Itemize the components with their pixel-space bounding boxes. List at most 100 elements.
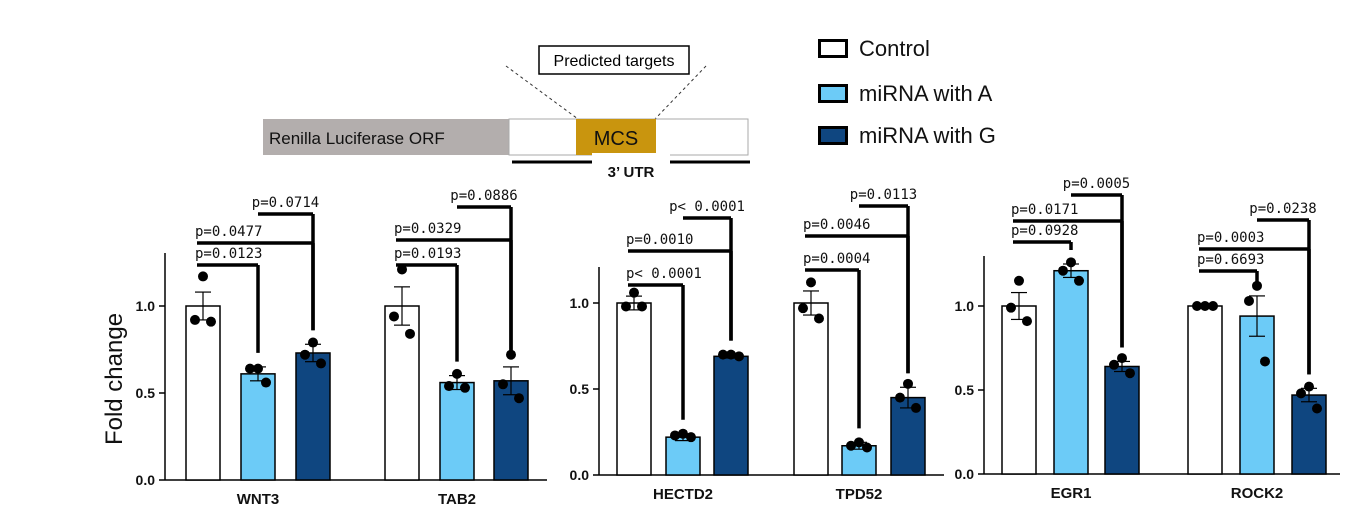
data-point-tpd52-mirna-g	[911, 402, 921, 413]
data-point-tab2-mirna-a	[460, 382, 470, 393]
y-tick-label: 1.0	[136, 298, 156, 314]
bar-tab2-mirna-a	[439, 381, 475, 481]
data-point-wnt3-mirna-g	[308, 337, 318, 348]
data-point-hectd2-mirna-g	[734, 351, 744, 362]
p-value-label-egr1: p=0.0171	[1011, 202, 1078, 218]
data-point-tpd52-mirna-g	[895, 392, 905, 403]
legend-label-control: Control	[859, 36, 930, 61]
data-point-hectd2-mirna-a	[678, 428, 688, 439]
bar-hectd2-mirna-g	[713, 355, 749, 476]
bar-tab2-mirna-g	[493, 380, 529, 481]
p-value-label-hectd2: p=0.0010	[626, 232, 693, 248]
mcs-label: MCS	[594, 128, 638, 150]
mcs-segment	[576, 119, 656, 155]
data-point-rock2-control	[1192, 301, 1202, 311]
bar-egr1-mirna-g	[1104, 365, 1140, 475]
y-axis-title: Fold change	[101, 313, 128, 445]
data-point-egr1-mirna-g	[1117, 353, 1127, 364]
bar-hectd2-mirna-a	[665, 436, 701, 476]
data-point-hectd2-mirna-g	[718, 349, 728, 360]
x-label-tab2: TAB2	[438, 491, 476, 508]
legend-label-mirna-a: miRNA with A	[859, 81, 993, 106]
legend-swatch-mirna-a	[818, 84, 848, 103]
data-point-egr1-mirna-a	[1066, 257, 1076, 268]
legend-swatch-mirna-g	[818, 126, 848, 145]
data-point-egr1-mirna-g	[1109, 359, 1119, 370]
data-point-tpd52-control	[814, 313, 824, 324]
data-point-egr1-control	[1006, 302, 1016, 313]
p-value-label-tpd52: p=0.0046	[803, 217, 870, 233]
data-point-wnt3-mirna-a	[245, 363, 255, 374]
data-point-tab2-mirna-g	[506, 349, 516, 360]
data-point-tab2-control	[405, 328, 415, 339]
y-tick-label: 1.0	[955, 298, 975, 314]
chart-panel-egr1-rock2: 0.0 0.5 1.0 EGR1 p=0.0928 p=0.0171 p=0.0005 ROC…	[955, 176, 1340, 502]
data-point-tab2-mirna-g	[498, 379, 508, 390]
p-value-label-rock2: p=0.0003	[1197, 230, 1264, 246]
bar-rock2-mirna-a	[1239, 315, 1275, 475]
x-label-wnt3: WNT3	[237, 491, 280, 508]
data-point-tpd52-control	[798, 303, 808, 314]
data-point-tpd52-mirna-a	[854, 437, 864, 448]
bar-tpd52-control	[793, 302, 829, 476]
data-point-wnt3-control	[190, 314, 200, 325]
data-point-egr1-mirna-g	[1125, 368, 1135, 379]
x-label-tpd52: TPD52	[836, 486, 883, 503]
data-point-wnt3-mirna-g	[300, 349, 310, 360]
data-point-rock2-mirna-g	[1312, 403, 1322, 414]
data-point-rock2-control	[1208, 301, 1218, 311]
p-value-label-egr1: p=0.0005	[1063, 176, 1130, 192]
data-point-wnt3-mirna-a	[253, 363, 263, 374]
orf-segment	[263, 119, 509, 155]
data-point-tab2-mirna-g	[514, 393, 524, 404]
data-point-wnt3-mirna-a	[261, 377, 271, 388]
data-point-rock2-mirna-a	[1260, 356, 1270, 367]
legend-label-mirna-g: miRNA with G	[859, 123, 996, 148]
data-point-egr1-control	[1022, 316, 1032, 327]
p-value-label-tab2: p=0.0193	[394, 246, 461, 262]
data-point-wnt3-mirna-g	[316, 358, 326, 369]
p-value-label-tpd52: p=0.0113	[850, 187, 917, 203]
y-tick-label: 0.5	[570, 381, 590, 397]
predicted-targets-label: Predicted targets	[554, 53, 675, 70]
data-point-tab2-mirna-a	[444, 381, 454, 392]
data-point-hectd2-mirna-a	[686, 432, 696, 443]
data-point-egr1-mirna-a	[1074, 275, 1084, 286]
p-value-label-rock2: p=0.0238	[1249, 201, 1316, 217]
legend-swatch-control	[818, 39, 848, 58]
data-point-tab2-control	[389, 311, 399, 322]
bar-rock2-control	[1187, 305, 1223, 475]
utr-label: 3’ UTR	[608, 164, 655, 181]
chart-panel-hectd2-tpd52: 0.0 0.5 1.0 HECTD2 p< 0.0001 p=0.0010 p< 0.000…	[570, 187, 944, 503]
p-value-label-hectd2: p< 0.0001	[669, 199, 745, 215]
bar-hectd2-control	[616, 302, 652, 476]
utr-label-bg	[592, 153, 670, 173]
data-point-rock2-mirna-a	[1252, 280, 1262, 291]
chart-panel-wnt3-tab2: 0.0 0.5 1.0 WNT3 p=0.0123 p=0.0477 p=0.0714 TAB…	[136, 188, 547, 508]
p-value-label-tab2: p=0.0329	[394, 221, 461, 237]
data-point-tab2-control	[397, 264, 407, 275]
p-value-label-tpd52: p=0.0004	[803, 251, 870, 267]
data-point-rock2-mirna-g	[1296, 388, 1306, 399]
data-point-tpd52-mirna-a	[862, 442, 872, 453]
p-value-label-wnt3: p=0.0714	[252, 195, 319, 211]
p-value-label-rock2: p=0.6693	[1197, 252, 1264, 268]
bar-egr1-mirna-a	[1053, 269, 1089, 475]
y-tick-label: 0.0	[955, 466, 975, 482]
data-point-egr1-mirna-a	[1058, 265, 1068, 276]
x-label-rock2: ROCK2	[1231, 485, 1284, 502]
x-label-egr1: EGR1	[1051, 485, 1092, 502]
p-value-label-wnt3: p=0.0123	[195, 246, 262, 262]
data-point-rock2-mirna-a	[1244, 295, 1254, 306]
p-value-label-egr1: p=0.0928	[1011, 223, 1078, 239]
construct-diagram: Predicted targets Renilla Luciferase ORF…	[263, 45, 750, 181]
data-point-wnt3-control	[206, 316, 216, 327]
y-tick-label: 1.0	[570, 295, 590, 311]
data-point-hectd2-control	[621, 301, 631, 312]
y-tick-label: 0.0	[570, 467, 590, 483]
bar-rock2-mirna-g	[1291, 394, 1327, 475]
bar-egr1-control	[1001, 305, 1037, 475]
data-point-egr1-control	[1014, 275, 1024, 286]
data-point-hectd2-control	[629, 287, 639, 298]
